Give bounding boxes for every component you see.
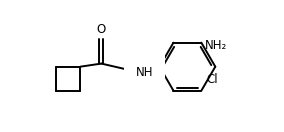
Text: O: O (97, 23, 106, 36)
Text: NH₂: NH₂ (205, 39, 227, 52)
Text: NH: NH (135, 66, 153, 79)
Text: Cl: Cl (206, 73, 218, 86)
